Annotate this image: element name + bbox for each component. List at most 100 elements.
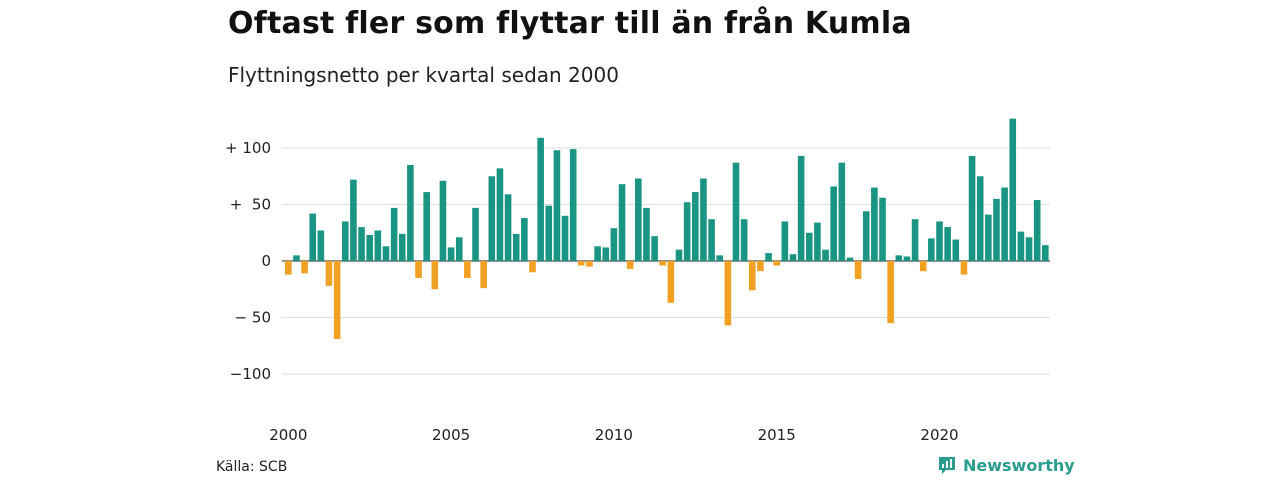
bar [895,255,903,261]
bar [903,256,911,261]
bar [732,162,740,261]
y-axis-labels: + 100 + 50 0 − 50 −100 [225,139,271,383]
bar [846,257,854,261]
bar [398,233,406,261]
bar [919,261,927,272]
bar [350,179,357,261]
chart-subtitle: Flyttningsnetto per kvartal sedan 2000 [228,63,619,87]
y-tick-label: − 50 [235,309,271,327]
bar [675,249,683,261]
bar [569,149,577,261]
bar [333,261,341,339]
bar [390,207,398,261]
bar [789,254,797,261]
source-note: Källa: SCB [216,459,288,475]
bar [700,178,707,261]
bar [960,261,968,275]
bar [838,162,846,261]
brand-name: Newsworthy [963,455,1075,475]
bar [423,192,430,261]
bar [439,180,447,261]
bar [805,232,813,261]
newsworthy-logo-icon [939,457,955,474]
bar [976,176,984,261]
bar [325,261,333,286]
bar [830,186,837,261]
x-axis-labels: 2000 2005 2010 2015 2020 [269,426,958,444]
bar [464,261,471,278]
bar [586,261,593,267]
bar [659,261,667,266]
bar [374,230,382,261]
bar [936,221,943,261]
bar [993,198,1000,261]
bar [537,137,544,261]
bar [529,261,536,273]
bar [822,249,829,261]
brand-logo[interactable]: Newsworthy [937,455,1075,475]
bar [480,261,487,289]
bar [683,202,691,261]
bar [968,155,976,261]
x-tick-label: 2020 [920,426,958,444]
bar [553,150,561,261]
bar [952,239,960,261]
bar [447,247,455,261]
y-tick-label: + 50 [230,196,271,214]
bar [765,253,772,261]
x-tick-label: 2005 [432,426,470,444]
bars [285,118,1049,339]
bar [545,205,553,261]
x-tick-label: 2010 [595,426,633,444]
bar [472,207,479,261]
bar [748,261,756,291]
bar [521,218,528,261]
y-tick-label: −100 [230,365,271,383]
bar [1001,187,1008,261]
bar [578,261,585,266]
bar [415,261,422,278]
bar [781,221,789,261]
bar [911,219,919,261]
bar [887,261,894,324]
bar [879,197,886,261]
bar [618,184,626,261]
bar [455,237,463,261]
bar [407,164,414,261]
bar [366,235,373,261]
bar [708,219,715,261]
bar [561,215,569,261]
y-tick-label: 0 [261,252,271,270]
bar [1033,199,1041,261]
chart-title: Oftast fler som flyttar till än från Kum… [228,6,912,41]
bar [594,246,601,261]
bar-chart: + 100 + 50 0 − 50 −100 2000 2005 2010 2015 2020 [225,118,1050,444]
bar [985,214,992,261]
bar [602,247,610,261]
bar [512,233,520,261]
bar [740,219,748,261]
bar [496,168,504,261]
x-tick-label: 2015 [758,426,796,444]
bar [773,261,780,266]
bar [626,261,634,269]
bar [862,211,870,261]
x-tick-label: 2000 [269,426,307,444]
bar [667,261,675,303]
bar [1025,237,1033,261]
bar [1009,118,1017,262]
bar [285,261,292,275]
bar [814,222,821,261]
bar [341,221,349,261]
bar [854,261,862,280]
bar [635,178,642,261]
bar [317,230,325,261]
bar [301,261,308,274]
bar [293,255,300,261]
bar [309,213,317,261]
bar [358,227,365,261]
bar [944,227,951,261]
bar [504,194,512,261]
bar [431,261,439,290]
bar [716,255,724,261]
